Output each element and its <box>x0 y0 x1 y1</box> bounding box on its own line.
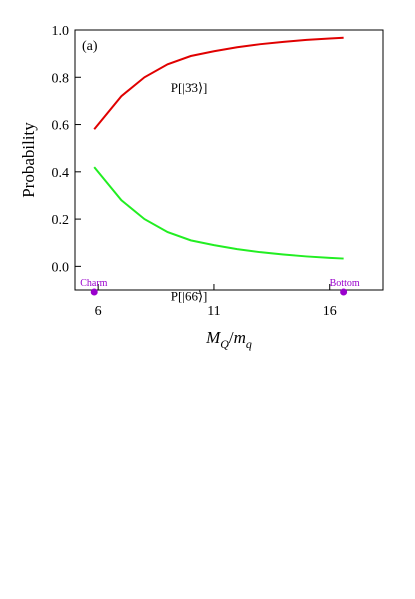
marker-dot <box>90 288 98 296</box>
marker-label: Charm <box>80 278 107 289</box>
x-axis-label: MQ/mq <box>205 328 252 351</box>
y-axis-label: Probability <box>19 122 38 198</box>
x-label-part: / <box>229 328 234 347</box>
y-tick-label: 1.0 <box>52 24 70 39</box>
y-tick-label: 0.4 <box>52 166 70 181</box>
x-tick-label: 16 <box>323 304 337 319</box>
panel-label: (a) <box>82 39 98 54</box>
marker-dot <box>340 288 348 296</box>
y-tick-label: 0.0 <box>52 260 70 275</box>
x-label-part: m <box>234 328 246 347</box>
x-label-part: q <box>246 337 252 351</box>
x-label-part: M <box>205 328 221 347</box>
x-tick-label: 11 <box>207 304 220 319</box>
line <box>93 36 344 130</box>
series-label: P[|3̄3⟩] <box>171 80 208 95</box>
y-tick-label: 0.8 <box>52 71 70 86</box>
x-label-part: Q <box>220 337 229 351</box>
y-tick-label: 0.6 <box>52 119 70 134</box>
marker-label: Bottom <box>330 278 360 289</box>
plot-frame <box>74 29 384 291</box>
line <box>93 166 344 260</box>
series-label: P[|66̄⟩] <box>171 288 208 303</box>
x-tick-label: 6 <box>95 304 102 319</box>
y-tick-label: 0.2 <box>52 213 70 228</box>
